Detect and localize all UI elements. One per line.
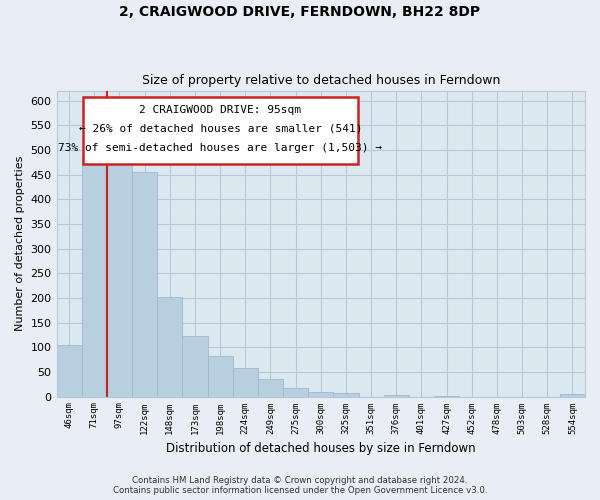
Bar bbox=[308, 392, 334, 396]
Title: Size of property relative to detached houses in Ferndown: Size of property relative to detached ho… bbox=[142, 74, 500, 87]
Bar bbox=[56, 345, 82, 397]
Text: 2, CRAIGWOOD DRIVE, FERNDOWN, BH22 8DP: 2, CRAIGWOOD DRIVE, FERNDOWN, BH22 8DP bbox=[119, 5, 481, 19]
Text: 73% of semi-detached houses are larger (1,503) →: 73% of semi-detached houses are larger (… bbox=[58, 143, 382, 153]
Bar bbox=[208, 356, 233, 397]
Bar bbox=[233, 368, 258, 396]
FancyBboxPatch shape bbox=[83, 97, 358, 164]
X-axis label: Distribution of detached houses by size in Ferndown: Distribution of detached houses by size … bbox=[166, 442, 476, 455]
Bar bbox=[82, 155, 107, 396]
Bar bbox=[258, 380, 283, 396]
Bar bbox=[283, 388, 308, 396]
Bar bbox=[560, 394, 585, 396]
Bar bbox=[334, 393, 359, 396]
Bar bbox=[383, 395, 409, 396]
Text: 2 CRAIGWOOD DRIVE: 95sqm: 2 CRAIGWOOD DRIVE: 95sqm bbox=[139, 104, 301, 115]
Bar bbox=[157, 297, 182, 396]
Bar bbox=[107, 155, 132, 396]
Y-axis label: Number of detached properties: Number of detached properties bbox=[15, 156, 25, 332]
Text: ← 26% of detached houses are smaller (541): ← 26% of detached houses are smaller (54… bbox=[79, 124, 362, 134]
Bar bbox=[132, 172, 157, 396]
Bar bbox=[182, 336, 208, 396]
Text: Contains HM Land Registry data © Crown copyright and database right 2024.
Contai: Contains HM Land Registry data © Crown c… bbox=[113, 476, 487, 495]
